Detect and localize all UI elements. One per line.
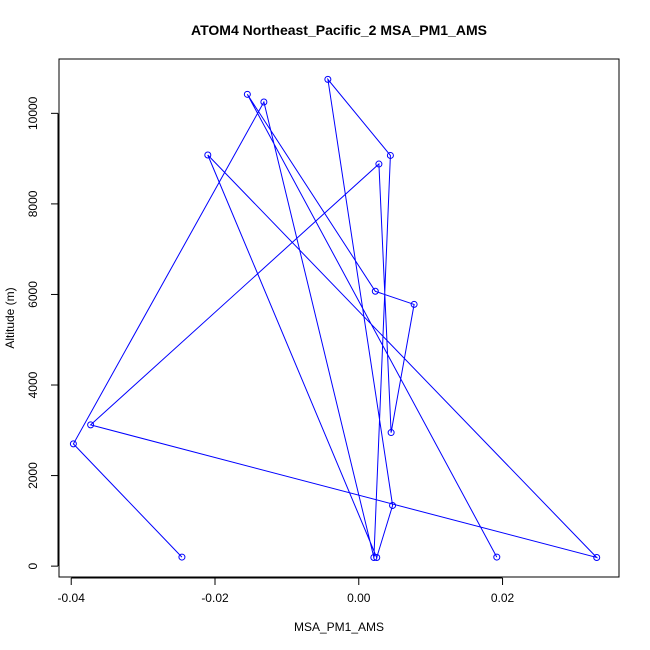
data-point xyxy=(373,554,381,562)
data-point xyxy=(375,160,383,168)
data-point xyxy=(370,554,378,562)
y-tick-label: 8000 xyxy=(26,190,40,217)
data-point xyxy=(389,501,397,509)
data-point xyxy=(493,553,501,561)
data-point xyxy=(178,553,186,561)
data-point xyxy=(260,98,268,106)
data-point xyxy=(69,440,77,448)
data-point xyxy=(371,287,379,295)
data-point xyxy=(87,421,95,429)
data-point xyxy=(324,75,332,83)
chart-title: ATOM4 Northeast_Pacific_2 MSA_PM1_AMS xyxy=(191,22,487,38)
y-tick-label: 0 xyxy=(26,562,40,569)
y-axis-label: Altitude (m) xyxy=(3,287,17,348)
x-axis: -0.04 -0.02 0.00 0.02 xyxy=(58,577,515,605)
x-tick-label: 0.00 xyxy=(347,591,371,605)
data-point xyxy=(593,554,601,562)
y-tick-label: 4000 xyxy=(26,371,40,398)
data-point xyxy=(410,300,418,308)
series-layer xyxy=(69,75,601,562)
data-point xyxy=(386,151,394,159)
y-tick-label: 10000 xyxy=(26,96,40,130)
y-tick-label: 2000 xyxy=(26,462,40,489)
series-line xyxy=(72,77,599,559)
x-tick-label: -0.04 xyxy=(58,591,86,605)
data-point xyxy=(243,90,251,98)
data-point xyxy=(387,429,395,437)
y-tick-label: 6000 xyxy=(26,281,40,308)
plot-area-frame xyxy=(58,58,620,578)
y-axis: 0 2000 4000 6000 8000 10000 xyxy=(26,96,59,569)
data-point xyxy=(204,151,212,159)
x-tick-label: 0.02 xyxy=(491,591,515,605)
x-axis-label: MSA_PM1_AMS xyxy=(294,620,384,634)
x-tick-label: -0.02 xyxy=(201,591,229,605)
